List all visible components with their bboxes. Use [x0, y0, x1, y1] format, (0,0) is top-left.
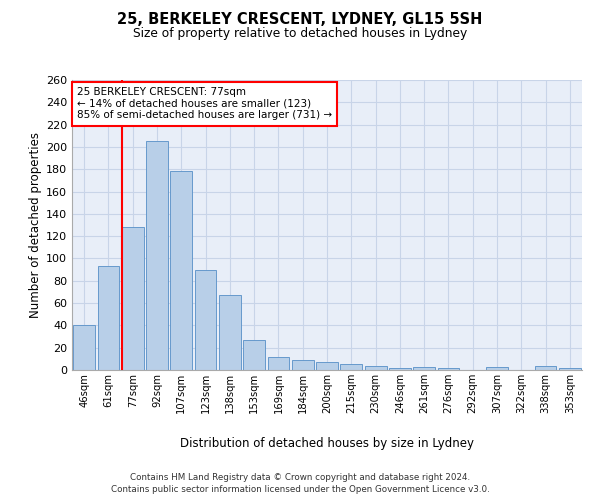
Bar	[170, 172, 192, 370]
Bar	[243, 340, 265, 370]
Text: 25, BERKELEY CRESCENT, LYDNEY, GL15 5SH: 25, BERKELEY CRESCENT, LYDNEY, GL15 5SH	[118, 12, 482, 28]
Text: Size of property relative to detached houses in Lydney: Size of property relative to detached ho…	[133, 28, 467, 40]
Bar	[97, 266, 119, 370]
Bar	[486, 366, 508, 370]
Bar	[437, 368, 460, 370]
Bar	[413, 366, 435, 370]
Y-axis label: Number of detached properties: Number of detached properties	[29, 132, 42, 318]
Bar	[146, 142, 168, 370]
Bar	[73, 326, 95, 370]
Bar	[535, 366, 556, 370]
Bar	[194, 270, 217, 370]
Bar	[365, 366, 386, 370]
Text: Contains public sector information licensed under the Open Government Licence v3: Contains public sector information licen…	[110, 485, 490, 494]
Text: 25 BERKELEY CRESCENT: 77sqm
← 14% of detached houses are smaller (123)
85% of se: 25 BERKELEY CRESCENT: 77sqm ← 14% of det…	[77, 87, 332, 120]
Bar	[340, 364, 362, 370]
Text: Contains HM Land Registry data © Crown copyright and database right 2024.: Contains HM Land Registry data © Crown c…	[130, 472, 470, 482]
Bar	[316, 362, 338, 370]
Bar	[292, 360, 314, 370]
Text: Distribution of detached houses by size in Lydney: Distribution of detached houses by size …	[180, 438, 474, 450]
Bar	[268, 356, 289, 370]
Bar	[122, 227, 143, 370]
Bar	[219, 296, 241, 370]
Bar	[389, 368, 411, 370]
Bar	[559, 368, 581, 370]
